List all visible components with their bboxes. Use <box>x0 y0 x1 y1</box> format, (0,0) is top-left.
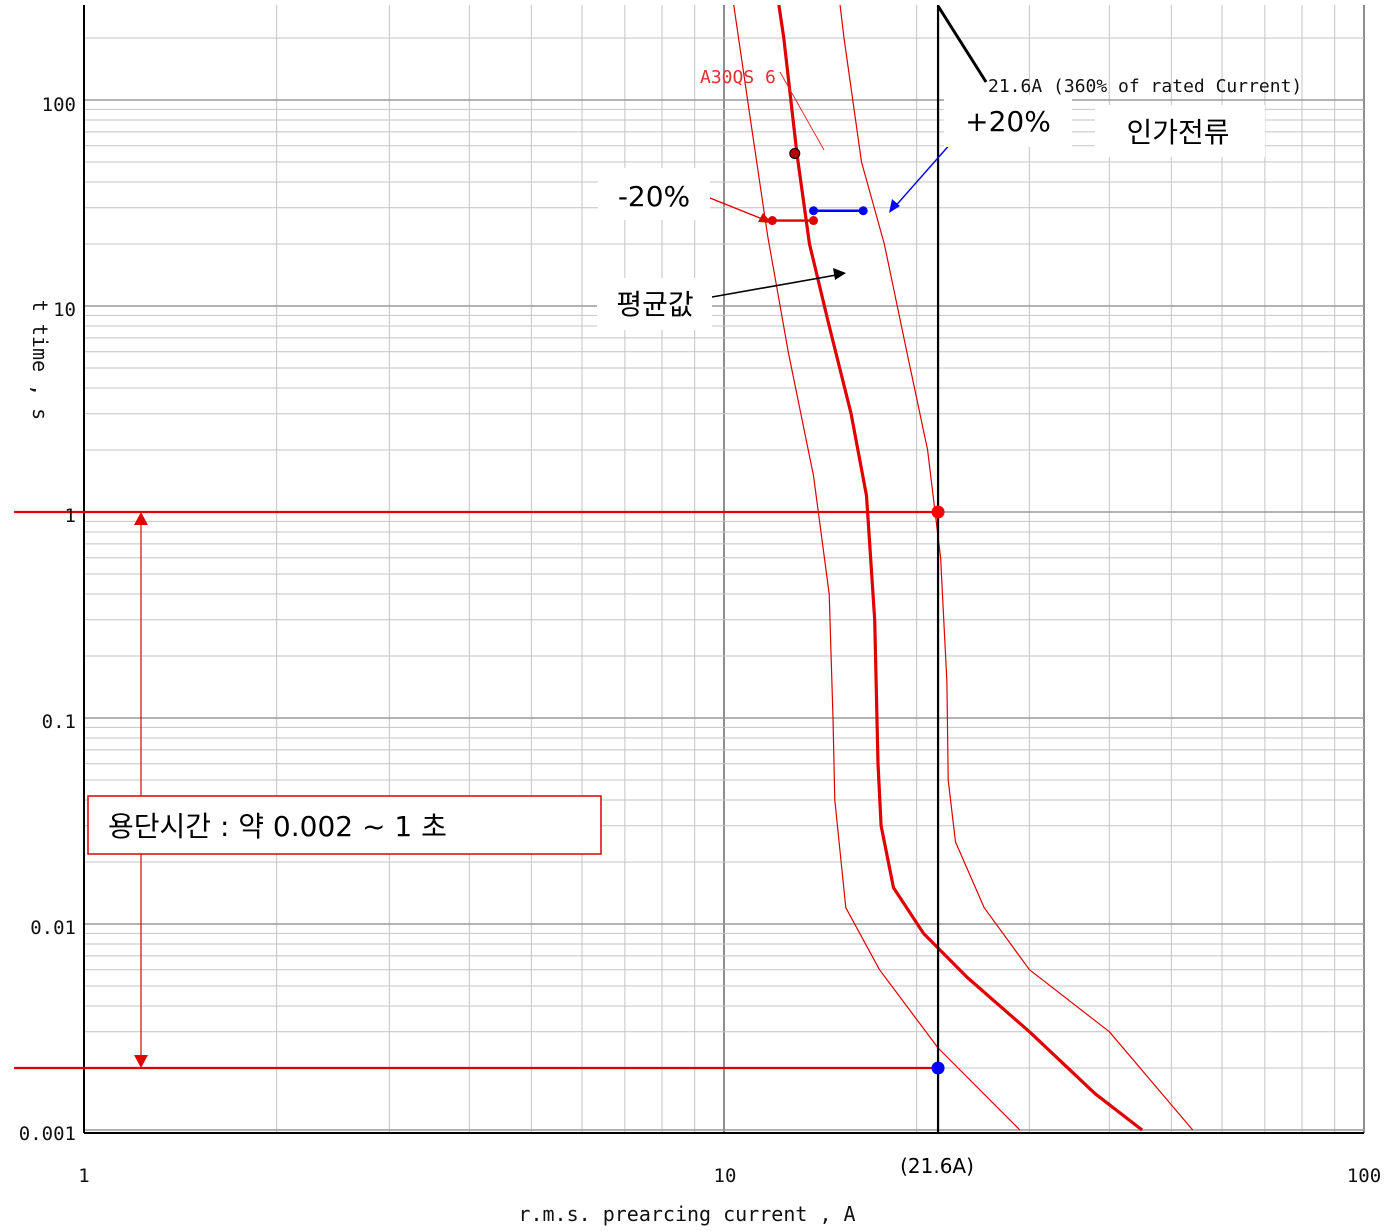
x-tick-100: 100 <box>1347 1165 1381 1187</box>
average-arrow <box>711 273 843 298</box>
y-tick-0.1: 0.1 <box>42 711 76 733</box>
curve-layer <box>733 5 1194 1133</box>
plus20-arrow <box>891 141 953 211</box>
plus20-box <box>944 95 1072 147</box>
curve-label-a30qs6: A30QS 6 <box>700 67 776 88</box>
reference-line-label: 21.6A (360% of rated Current) <box>988 76 1302 97</box>
average-box <box>597 278 712 330</box>
band-dot-end-0 <box>809 216 819 226</box>
marker-2 <box>789 147 801 159</box>
applied-current-label: 인가전류 <box>1126 116 1229 149</box>
series-line-1 <box>733 5 1021 1131</box>
band-dot-end-1 <box>858 206 868 216</box>
y-tick-0.001: 0.001 <box>19 1123 76 1145</box>
y-tick-10: 10 <box>53 299 76 321</box>
average-label: 평균값 <box>616 288 693 321</box>
y-tick-1: 1 <box>65 505 76 527</box>
average-arrow-head <box>833 268 846 280</box>
y-tick-0.01: 0.01 <box>30 917 76 939</box>
x-tick-10: 10 <box>714 1165 737 1187</box>
fusing-time-label: 용단시간 : 약 0.002 ~ 1 초 <box>108 810 447 843</box>
x-callout-label: (21.6A) <box>900 1154 974 1178</box>
minus20-label: -20% <box>618 180 690 213</box>
fusing-time-box <box>87 795 602 855</box>
reference-pointer <box>936 5 988 83</box>
x-axis-label: r.m.s. prearcing current , A <box>518 1202 855 1226</box>
range-arrow-head-top <box>134 512 148 525</box>
minus20-arrow-head <box>758 213 772 223</box>
plus20-label: +20% <box>965 105 1051 138</box>
grid-layer <box>83 5 1365 1134</box>
marker-1 <box>931 1061 945 1075</box>
minus20-arrow <box>709 197 771 223</box>
curve-label-pointer <box>779 71 825 151</box>
band-dot-start-1 <box>809 206 819 216</box>
y-axis-label: t time , s <box>28 300 52 420</box>
minus20-box <box>598 168 710 220</box>
x-tick-1: 1 <box>78 1165 89 1187</box>
series-line-0 <box>777 5 1144 1132</box>
applied-current-box <box>1095 105 1265 157</box>
plus20-arrow-head <box>889 199 900 213</box>
annotation-layer <box>14 71 953 1075</box>
series-line-2 <box>839 5 1194 1131</box>
range-arrow-head-bottom <box>134 1054 148 1068</box>
marker-0 <box>931 505 945 519</box>
y-tick-100: 100 <box>42 94 76 116</box>
